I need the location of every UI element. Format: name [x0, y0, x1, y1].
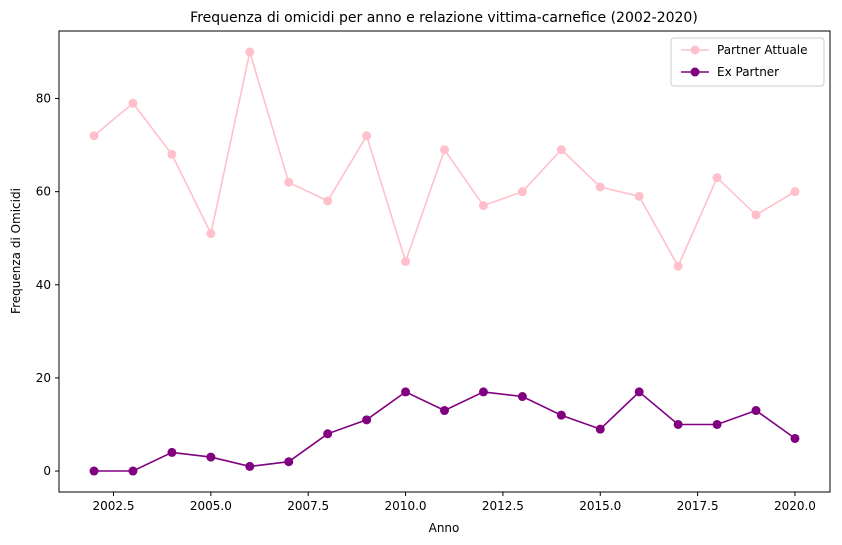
y-axis-label: Frequenza di Omicidi: [9, 188, 23, 314]
chart-title: Frequenza di omicidi per anno e relazion…: [190, 10, 698, 26]
legend-box: [670, 37, 825, 87]
data-point-1: [284, 457, 294, 467]
data-point-1: [673, 419, 683, 429]
x-tick-label: 2005.0: [190, 499, 232, 513]
data-point-0: [556, 145, 566, 155]
data-point-1: [751, 406, 761, 416]
data-point-1: [167, 447, 177, 457]
data-point-1: [245, 461, 255, 471]
legend-label-0: Partner Attuale: [717, 43, 808, 57]
x-tick-label: 2017.5: [677, 499, 719, 513]
data-point-0: [634, 191, 644, 201]
legend-label-1: Ex Partner: [717, 65, 779, 79]
data-point-0: [595, 182, 605, 192]
data-point-0: [206, 229, 216, 239]
data-point-0: [517, 187, 527, 197]
y-tick-label: 80: [36, 92, 51, 106]
data-point-0: [673, 261, 683, 271]
data-point-1: [128, 466, 138, 476]
data-point-0: [284, 177, 294, 187]
data-point-1: [323, 429, 333, 439]
data-point-1: [362, 415, 372, 425]
y-tick-label: 0: [43, 464, 51, 478]
x-tick-label: 2002.5: [93, 499, 135, 513]
data-point-1: [478, 387, 488, 397]
data-point-0: [362, 131, 372, 141]
data-point-1: [517, 392, 527, 402]
data-point-0: [401, 257, 411, 266]
x-tick-label: 2020.0: [774, 499, 816, 513]
legend: Partner Attuale Ex Partner: [670, 37, 825, 87]
data-point-1: [790, 433, 800, 443]
y-tick-label: 60: [36, 185, 51, 199]
data-point-0: [712, 173, 722, 183]
y-tick-label: 20: [36, 371, 51, 385]
x-axis-label: Anno: [429, 521, 460, 535]
y-tick-label: 40: [36, 278, 51, 292]
data-point-0: [478, 201, 488, 211]
data-point-0: [89, 131, 99, 141]
data-point-1: [634, 387, 644, 397]
data-point-0: [167, 149, 177, 159]
data-point-0: [128, 98, 138, 108]
x-tick-label: 2007.5: [287, 499, 329, 513]
data-point-1: [401, 387, 411, 397]
legend-marker-1: [690, 67, 700, 77]
data-point-1: [595, 424, 605, 434]
data-point-1: [440, 406, 449, 416]
data-point-1: [556, 410, 566, 420]
data-point-0: [751, 210, 761, 220]
data-point-0: [323, 196, 333, 206]
data-point-1: [712, 419, 722, 429]
x-tick-label: 2010.0: [385, 499, 427, 513]
data-point-1: [206, 452, 216, 462]
data-point-1: [89, 466, 99, 476]
data-point-0: [245, 47, 255, 57]
x-tick-label: 2012.5: [482, 499, 524, 513]
x-tick-label: 2015.0: [579, 499, 621, 513]
axes-frame: [58, 30, 831, 493]
data-point-0: [790, 187, 800, 197]
data-point-0: [440, 145, 449, 155]
legend-marker-0: [690, 45, 700, 55]
plot-area: 2002.5 2005.0 2007.5 2010.0 2012.5 2015.0 2017…: [36, 30, 831, 513]
